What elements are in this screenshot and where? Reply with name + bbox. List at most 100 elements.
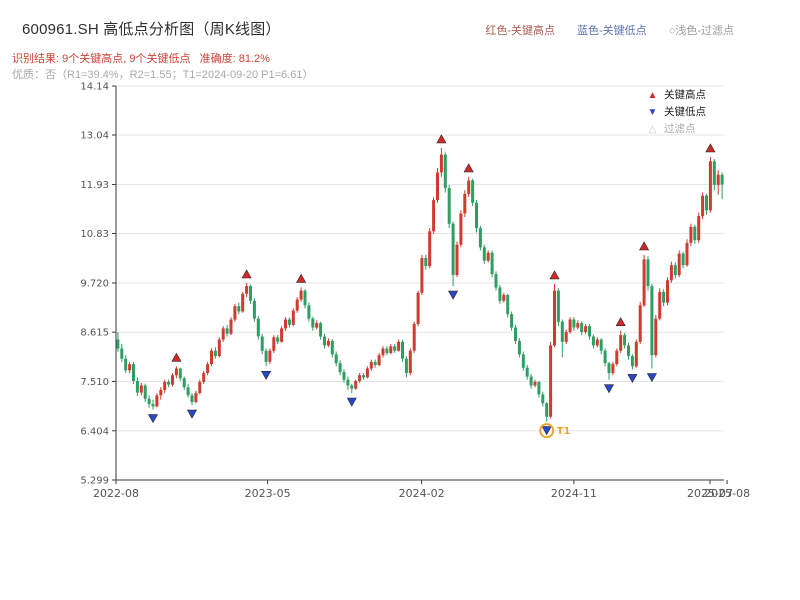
y-tick-label: 10.83 (80, 229, 109, 240)
top-legend: 红色-关键高点 蓝色-关键低点 ○浅色-过滤点 (485, 22, 734, 38)
legend-item-filtered-label: 过滤点 (664, 123, 696, 135)
candle (311, 318, 315, 328)
candle (401, 341, 404, 359)
candle (124, 358, 128, 371)
key-high-markers (171, 134, 716, 362)
candle (295, 299, 299, 311)
key-high-marker (615, 317, 626, 326)
candle (521, 354, 525, 368)
down-triangle-icon: ▼ (647, 107, 658, 118)
up-triangle-icon: ▲ (647, 90, 658, 101)
candle (408, 350, 412, 373)
candle (338, 363, 342, 373)
candle (381, 348, 385, 356)
candle (186, 387, 190, 396)
y-tick-label: 8.615 (80, 328, 109, 339)
candle (432, 200, 436, 232)
key-low-marker (448, 290, 459, 300)
legend-item-key-low-label: 关键低点 (664, 106, 706, 118)
candle (194, 393, 198, 402)
candle (373, 361, 377, 365)
axes: 5.299 6.404 7.510 8.615 9.720 10.83 11.93 13.04… (80, 82, 750, 501)
candle (576, 323, 580, 328)
candle (705, 195, 708, 211)
candle (217, 339, 221, 357)
candle (116, 339, 120, 349)
candle (139, 385, 143, 393)
candle (237, 306, 241, 312)
candle (303, 290, 307, 306)
candle (537, 381, 541, 395)
candle (233, 306, 237, 320)
candle (319, 323, 323, 337)
candle (701, 195, 705, 217)
candle (490, 252, 494, 275)
candle (599, 339, 603, 351)
candle (182, 378, 186, 388)
candle (685, 242, 689, 266)
legend-item-key-high: ▲ 关键高点 (646, 87, 706, 104)
candle (494, 274, 498, 288)
legend-item-key-high-label: 关键高点 (664, 89, 706, 101)
candle (669, 265, 673, 281)
candle (174, 368, 178, 376)
top-legend-filtered-label: ○浅色-过滤点 (668, 25, 734, 37)
x-tick-label: 2023-05 (245, 487, 291, 500)
candle (260, 336, 264, 351)
candle (264, 350, 268, 362)
quality-assessment-text: 优质：否（R1=39.4%，R2=1.55；T1=2024-09-20 P1=6… (12, 69, 314, 81)
candle (572, 319, 576, 328)
candle (256, 318, 260, 337)
candle (646, 259, 650, 287)
candle (307, 305, 311, 319)
candle (245, 286, 249, 294)
candle (712, 161, 716, 185)
candle (541, 394, 545, 404)
key-high-marker (296, 273, 307, 283)
candle (128, 364, 132, 371)
candle (529, 376, 533, 386)
candle (132, 364, 135, 381)
candle (284, 319, 287, 329)
y-tick-label: 14.14 (80, 82, 109, 93)
candle (323, 336, 326, 346)
candle (549, 345, 553, 417)
candle (299, 290, 303, 300)
candle (291, 310, 295, 325)
candle (693, 226, 697, 241)
candle (545, 403, 549, 417)
key-high-marker (241, 269, 252, 279)
candle (677, 253, 681, 275)
outline-triangle-icon: △ (648, 124, 657, 135)
candle (517, 340, 521, 355)
key-high-marker (549, 270, 560, 280)
candle (475, 202, 478, 229)
candle (595, 339, 599, 346)
candle (354, 381, 358, 389)
candle (568, 319, 572, 332)
candle (190, 395, 194, 402)
candle (439, 154, 443, 173)
candle (404, 358, 408, 373)
top-legend-key-low-label: 蓝色-关键低点 (577, 25, 647, 37)
candle (506, 295, 510, 315)
candle (350, 385, 354, 389)
candle (276, 337, 280, 342)
candle (210, 350, 213, 365)
candle (708, 161, 712, 211)
y-tick-label: 7.510 (80, 377, 109, 388)
candle (342, 372, 346, 380)
candle (213, 350, 217, 356)
y-tick-label: 13.04 (80, 131, 109, 142)
candle (155, 395, 159, 407)
page-title: 600961.SH 高低点分析图（周K线图） (22, 21, 281, 38)
candle (697, 216, 701, 241)
candle (326, 340, 330, 346)
candle (178, 368, 182, 379)
candle (315, 323, 319, 328)
candle (365, 368, 369, 378)
candle (420, 258, 424, 293)
candle (135, 381, 139, 393)
candle (514, 327, 517, 341)
